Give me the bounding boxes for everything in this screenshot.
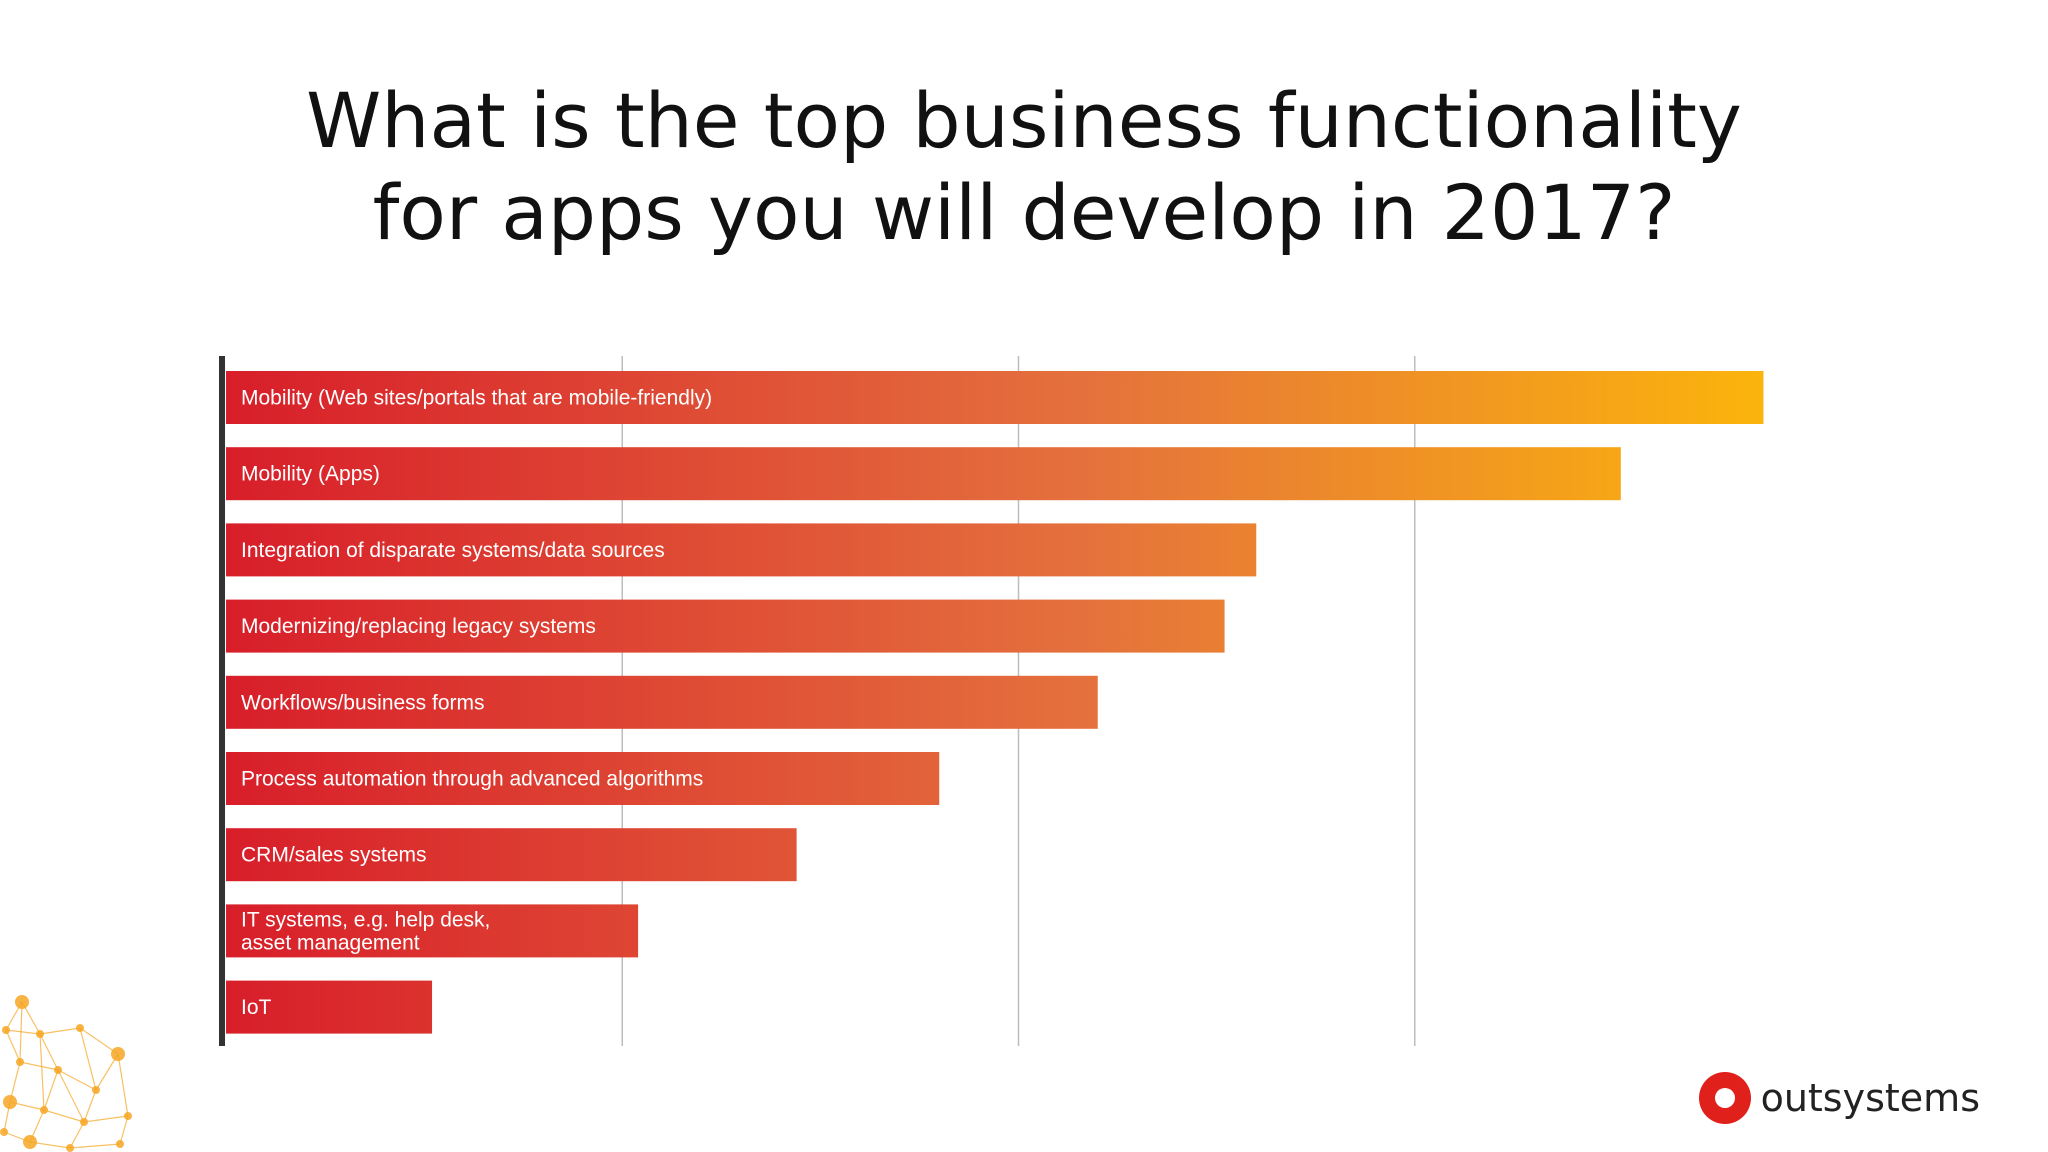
- network-edge: [19, 1001, 23, 1063]
- bar-label-5: Workflows/business forms: [241, 691, 485, 714]
- network-edge: [117, 1053, 129, 1117]
- bars: [226, 371, 1764, 1034]
- bar-3: [226, 523, 1257, 577]
- network-edge: [57, 1069, 85, 1123]
- network-node: [40, 1106, 48, 1114]
- network-node: [80, 1118, 88, 1126]
- network-edge: [69, 1143, 121, 1149]
- network-graphic-icon: [0, 995, 132, 1152]
- network-node: [36, 1030, 44, 1038]
- outsystems-logo-icon: [1698, 1072, 1751, 1124]
- bar-labels: Mobility (Web sites/portals that are mob…: [241, 387, 712, 1020]
- network-edge: [83, 1115, 129, 1123]
- bar-label-3: Integration of disparate systems/data so…: [241, 539, 665, 562]
- network-node: [15, 995, 29, 1009]
- bar-label-2: Mobility (Apps): [241, 463, 380, 486]
- network-edge: [79, 1027, 97, 1091]
- bar-label-8: IT systems, e.g. help desk, asset managem…: [241, 908, 490, 954]
- network-node: [76, 1024, 84, 1032]
- bar-label-7: CRM/sales systems: [241, 844, 427, 867]
- network-edge: [19, 1061, 59, 1071]
- chart-title-line-1: What is the top business functionality: [306, 76, 1742, 165]
- bar-5: [226, 675, 1098, 729]
- network-node: [2, 1026, 10, 1034]
- bar-4: [226, 599, 1225, 653]
- network-edge: [57, 1069, 97, 1091]
- bar-label-9: IoT: [241, 996, 272, 1019]
- network-node: [111, 1047, 125, 1061]
- network-edge: [39, 1027, 81, 1035]
- network-node: [54, 1066, 62, 1074]
- network-node: [92, 1086, 100, 1094]
- network-edge: [83, 1089, 97, 1123]
- brand-name: outsystems: [1760, 1076, 1980, 1120]
- network-edge: [5, 1029, 41, 1035]
- brand-logo: outsystems: [1698, 1066, 1980, 1130]
- bar-7: [226, 828, 797, 882]
- network-node: [124, 1112, 132, 1120]
- bar-label-4: Modernizing/replacing legacy systems: [241, 615, 596, 638]
- network-edge: [69, 1121, 85, 1149]
- network-node: [23, 1135, 37, 1149]
- network-edge: [119, 1115, 129, 1145]
- network-node: [116, 1140, 124, 1148]
- bar-label-1: Mobility (Web sites/portals that are mob…: [241, 387, 712, 410]
- network-node: [66, 1144, 74, 1152]
- bar-2: [226, 447, 1621, 501]
- network-edge: [43, 1069, 59, 1111]
- bar-label-6: Process automation through advanced algo…: [241, 768, 703, 791]
- bar-6: [226, 752, 940, 805]
- network-edge: [39, 1033, 45, 1111]
- bar-1: [226, 371, 1764, 424]
- network-edge: [43, 1109, 85, 1123]
- chart-title: What is the top business functionality f…: [0, 75, 2048, 259]
- network-node: [3, 1095, 17, 1109]
- network-node: [16, 1058, 24, 1066]
- network-edge: [79, 1027, 119, 1055]
- bar-8: [226, 904, 639, 958]
- chart-title-line-2: for apps you will develop in 2017?: [372, 168, 1676, 257]
- network-edge: [5, 1029, 21, 1063]
- network-edge: [39, 1033, 59, 1071]
- network-edge: [95, 1053, 119, 1091]
- network-node: [0, 1128, 8, 1136]
- bar-9: [226, 980, 433, 1034]
